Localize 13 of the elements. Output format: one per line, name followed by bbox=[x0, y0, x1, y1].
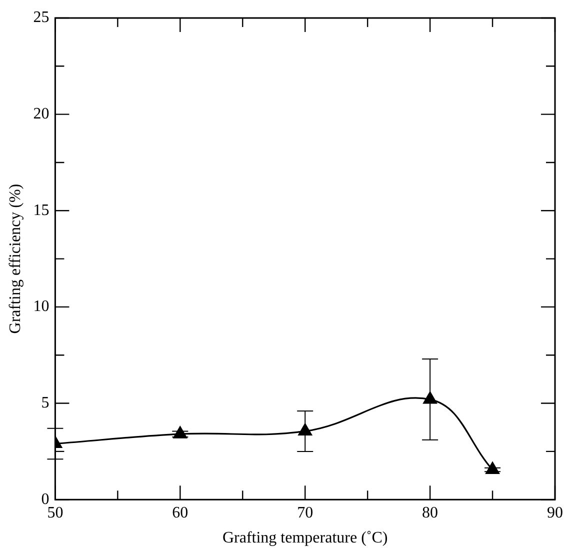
y-axis-title: Grafting efficiency (%) bbox=[6, 184, 24, 334]
x-axis-title: Grafting temperature (˚C) bbox=[222, 530, 388, 547]
y-tick-label: 25 bbox=[33, 9, 50, 26]
y-tick-label: 10 bbox=[33, 298, 50, 316]
y-tick-label: 0 bbox=[41, 490, 50, 508]
x-tick-label: 60 bbox=[172, 504, 188, 522]
y-tick-label: 5 bbox=[41, 394, 50, 412]
x-tick-label: 80 bbox=[422, 504, 438, 522]
x-tick-label: 90 bbox=[547, 504, 563, 522]
x-tick-label: 70 bbox=[297, 504, 314, 522]
x-tick-label: 50 bbox=[47, 504, 64, 522]
y-tick-label: 15 bbox=[33, 202, 50, 219]
y-tick-label: 20 bbox=[33, 106, 50, 123]
